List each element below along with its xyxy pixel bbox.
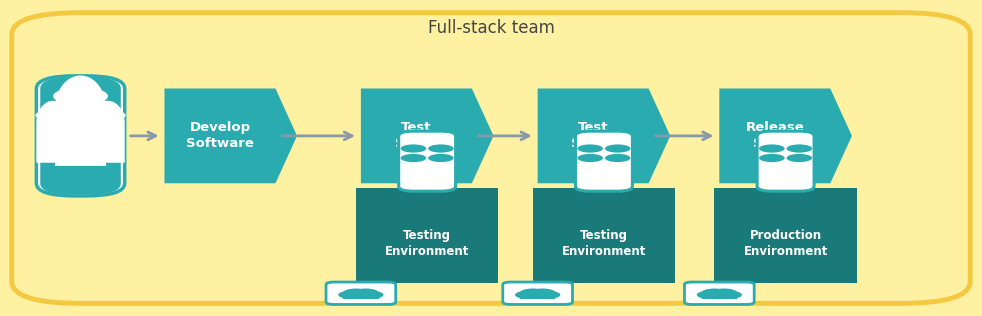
FancyBboxPatch shape (519, 295, 556, 299)
Circle shape (787, 144, 812, 153)
Circle shape (515, 291, 540, 299)
Circle shape (697, 291, 722, 299)
Circle shape (717, 291, 742, 299)
FancyBboxPatch shape (344, 295, 378, 299)
Circle shape (338, 291, 363, 299)
Text: Release
Stage: Release Stage (745, 121, 804, 150)
Text: Test
Stage: Test Stage (395, 121, 438, 150)
Circle shape (787, 154, 812, 162)
Circle shape (520, 289, 545, 297)
Circle shape (577, 154, 603, 162)
Text: Develop
Software: Develop Software (186, 121, 254, 150)
Polygon shape (360, 88, 493, 183)
FancyBboxPatch shape (715, 188, 856, 283)
Polygon shape (55, 76, 106, 166)
Circle shape (401, 144, 426, 153)
Circle shape (428, 144, 454, 153)
Circle shape (707, 291, 732, 299)
FancyBboxPatch shape (757, 131, 814, 191)
FancyBboxPatch shape (326, 282, 396, 305)
Circle shape (343, 289, 368, 297)
FancyBboxPatch shape (36, 76, 125, 196)
Text: Full-stack team: Full-stack team (427, 20, 555, 37)
Text: Test
Stage: Test Stage (572, 121, 615, 150)
FancyBboxPatch shape (684, 282, 754, 305)
Circle shape (759, 144, 785, 153)
FancyBboxPatch shape (40, 77, 121, 195)
Polygon shape (36, 101, 70, 163)
Text: Testing
Environment: Testing Environment (562, 229, 646, 258)
Circle shape (711, 289, 736, 297)
Polygon shape (164, 88, 297, 183)
Polygon shape (719, 88, 852, 183)
FancyBboxPatch shape (12, 13, 970, 303)
Circle shape (530, 289, 555, 297)
Circle shape (35, 110, 71, 121)
Polygon shape (91, 101, 125, 163)
Circle shape (605, 144, 630, 153)
FancyBboxPatch shape (503, 282, 573, 305)
Circle shape (348, 291, 374, 299)
Circle shape (357, 291, 383, 299)
Circle shape (90, 110, 126, 121)
Circle shape (524, 291, 550, 299)
Text: Production
Environment: Production Environment (743, 229, 828, 258)
Circle shape (605, 154, 630, 162)
Circle shape (354, 289, 379, 297)
Circle shape (701, 289, 727, 297)
Circle shape (401, 154, 426, 162)
Circle shape (534, 291, 560, 299)
FancyBboxPatch shape (355, 188, 498, 283)
Polygon shape (537, 88, 670, 183)
Circle shape (759, 154, 785, 162)
FancyBboxPatch shape (575, 131, 632, 191)
Circle shape (428, 154, 454, 162)
Circle shape (53, 87, 108, 105)
FancyBboxPatch shape (532, 188, 675, 283)
Circle shape (577, 144, 603, 153)
FancyBboxPatch shape (399, 131, 456, 191)
Text: Testing
Environment: Testing Environment (385, 229, 469, 258)
FancyBboxPatch shape (701, 295, 736, 299)
